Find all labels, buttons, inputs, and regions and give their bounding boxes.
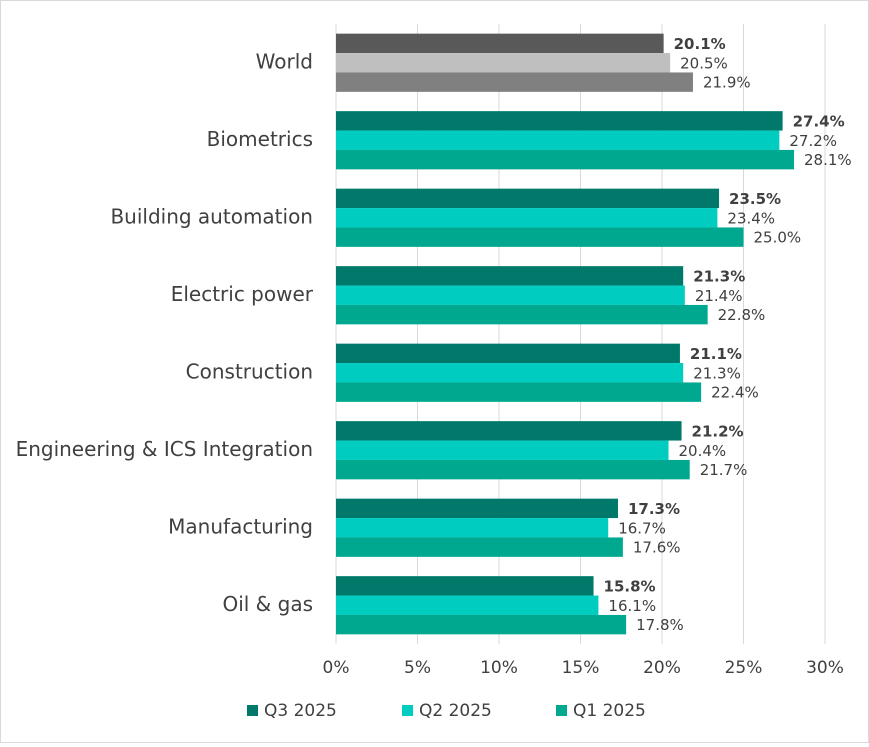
bar xyxy=(336,188,720,209)
value-label: 22.4% xyxy=(711,384,759,402)
value-label: 21.3% xyxy=(693,364,741,382)
value-label: 17.6% xyxy=(633,539,681,557)
value-label: 21.1% xyxy=(690,345,742,363)
value-label: 16.1% xyxy=(608,597,656,615)
bar xyxy=(336,382,702,402)
bar xyxy=(336,363,684,383)
value-label: 23.4% xyxy=(727,209,775,227)
value-label: 27.4% xyxy=(793,112,845,130)
value-label: 21.9% xyxy=(703,74,751,92)
value-label: 21.4% xyxy=(695,287,743,305)
category-label: Oil & gas xyxy=(222,592,313,616)
bar xyxy=(336,33,664,54)
value-label: 17.3% xyxy=(628,500,680,518)
x-tick-label: 0% xyxy=(323,658,350,678)
value-label: 27.2% xyxy=(789,132,837,150)
category-label: Engineering & ICS Integration xyxy=(16,437,313,461)
value-label: 20.1% xyxy=(674,35,726,53)
bar xyxy=(336,614,627,635)
category-label: Electric power xyxy=(171,282,314,306)
x-tick-label: 5% xyxy=(404,658,431,678)
value-label: 21.3% xyxy=(693,267,745,285)
x-tick-label: 20% xyxy=(643,658,681,678)
category-label: Biometrics xyxy=(207,127,313,151)
bar xyxy=(336,227,744,247)
category-label: Construction xyxy=(186,359,313,383)
bar xyxy=(336,285,685,305)
legend-label: Q2 2025 xyxy=(419,701,492,721)
bar xyxy=(336,149,795,170)
value-label: 22.8% xyxy=(718,306,766,324)
value-label: 20.4% xyxy=(679,442,727,460)
bar xyxy=(336,421,682,441)
legend-swatch xyxy=(402,705,413,716)
legend-swatch xyxy=(556,705,567,716)
category-label: Building automation xyxy=(110,204,313,228)
legend-label: Q1 2025 xyxy=(573,701,646,721)
value-label: 20.5% xyxy=(680,54,728,72)
category-label: World xyxy=(256,49,313,73)
value-label: 16.7% xyxy=(618,519,666,537)
value-label: 28.1% xyxy=(804,151,852,169)
value-label: 21.2% xyxy=(692,422,744,440)
category-label: Manufacturing xyxy=(168,514,313,538)
bar xyxy=(336,53,671,73)
bar xyxy=(336,537,623,557)
legend-swatch xyxy=(247,705,258,716)
bar xyxy=(336,111,783,131)
legend-label: Q3 2025 xyxy=(264,701,337,721)
bar xyxy=(336,459,690,480)
value-label: 21.7% xyxy=(700,461,748,479)
x-tick-label: 30% xyxy=(806,658,844,678)
bar xyxy=(336,595,599,615)
value-label: 17.8% xyxy=(636,616,684,634)
bar xyxy=(336,498,618,519)
bar xyxy=(336,304,708,325)
bar xyxy=(336,518,609,538)
value-label: 25.0% xyxy=(754,229,802,247)
bar xyxy=(336,343,680,364)
x-tick-label: 15% xyxy=(562,658,600,678)
value-label: 23.5% xyxy=(729,190,781,208)
bar xyxy=(336,130,780,150)
x-tick-label: 10% xyxy=(480,658,518,678)
bar xyxy=(336,208,718,228)
bar xyxy=(336,266,684,286)
bar xyxy=(336,72,693,92)
value-label: 15.8% xyxy=(604,577,656,595)
bar xyxy=(336,576,594,596)
bar xyxy=(336,440,669,460)
x-tick-label: 25% xyxy=(725,658,763,678)
